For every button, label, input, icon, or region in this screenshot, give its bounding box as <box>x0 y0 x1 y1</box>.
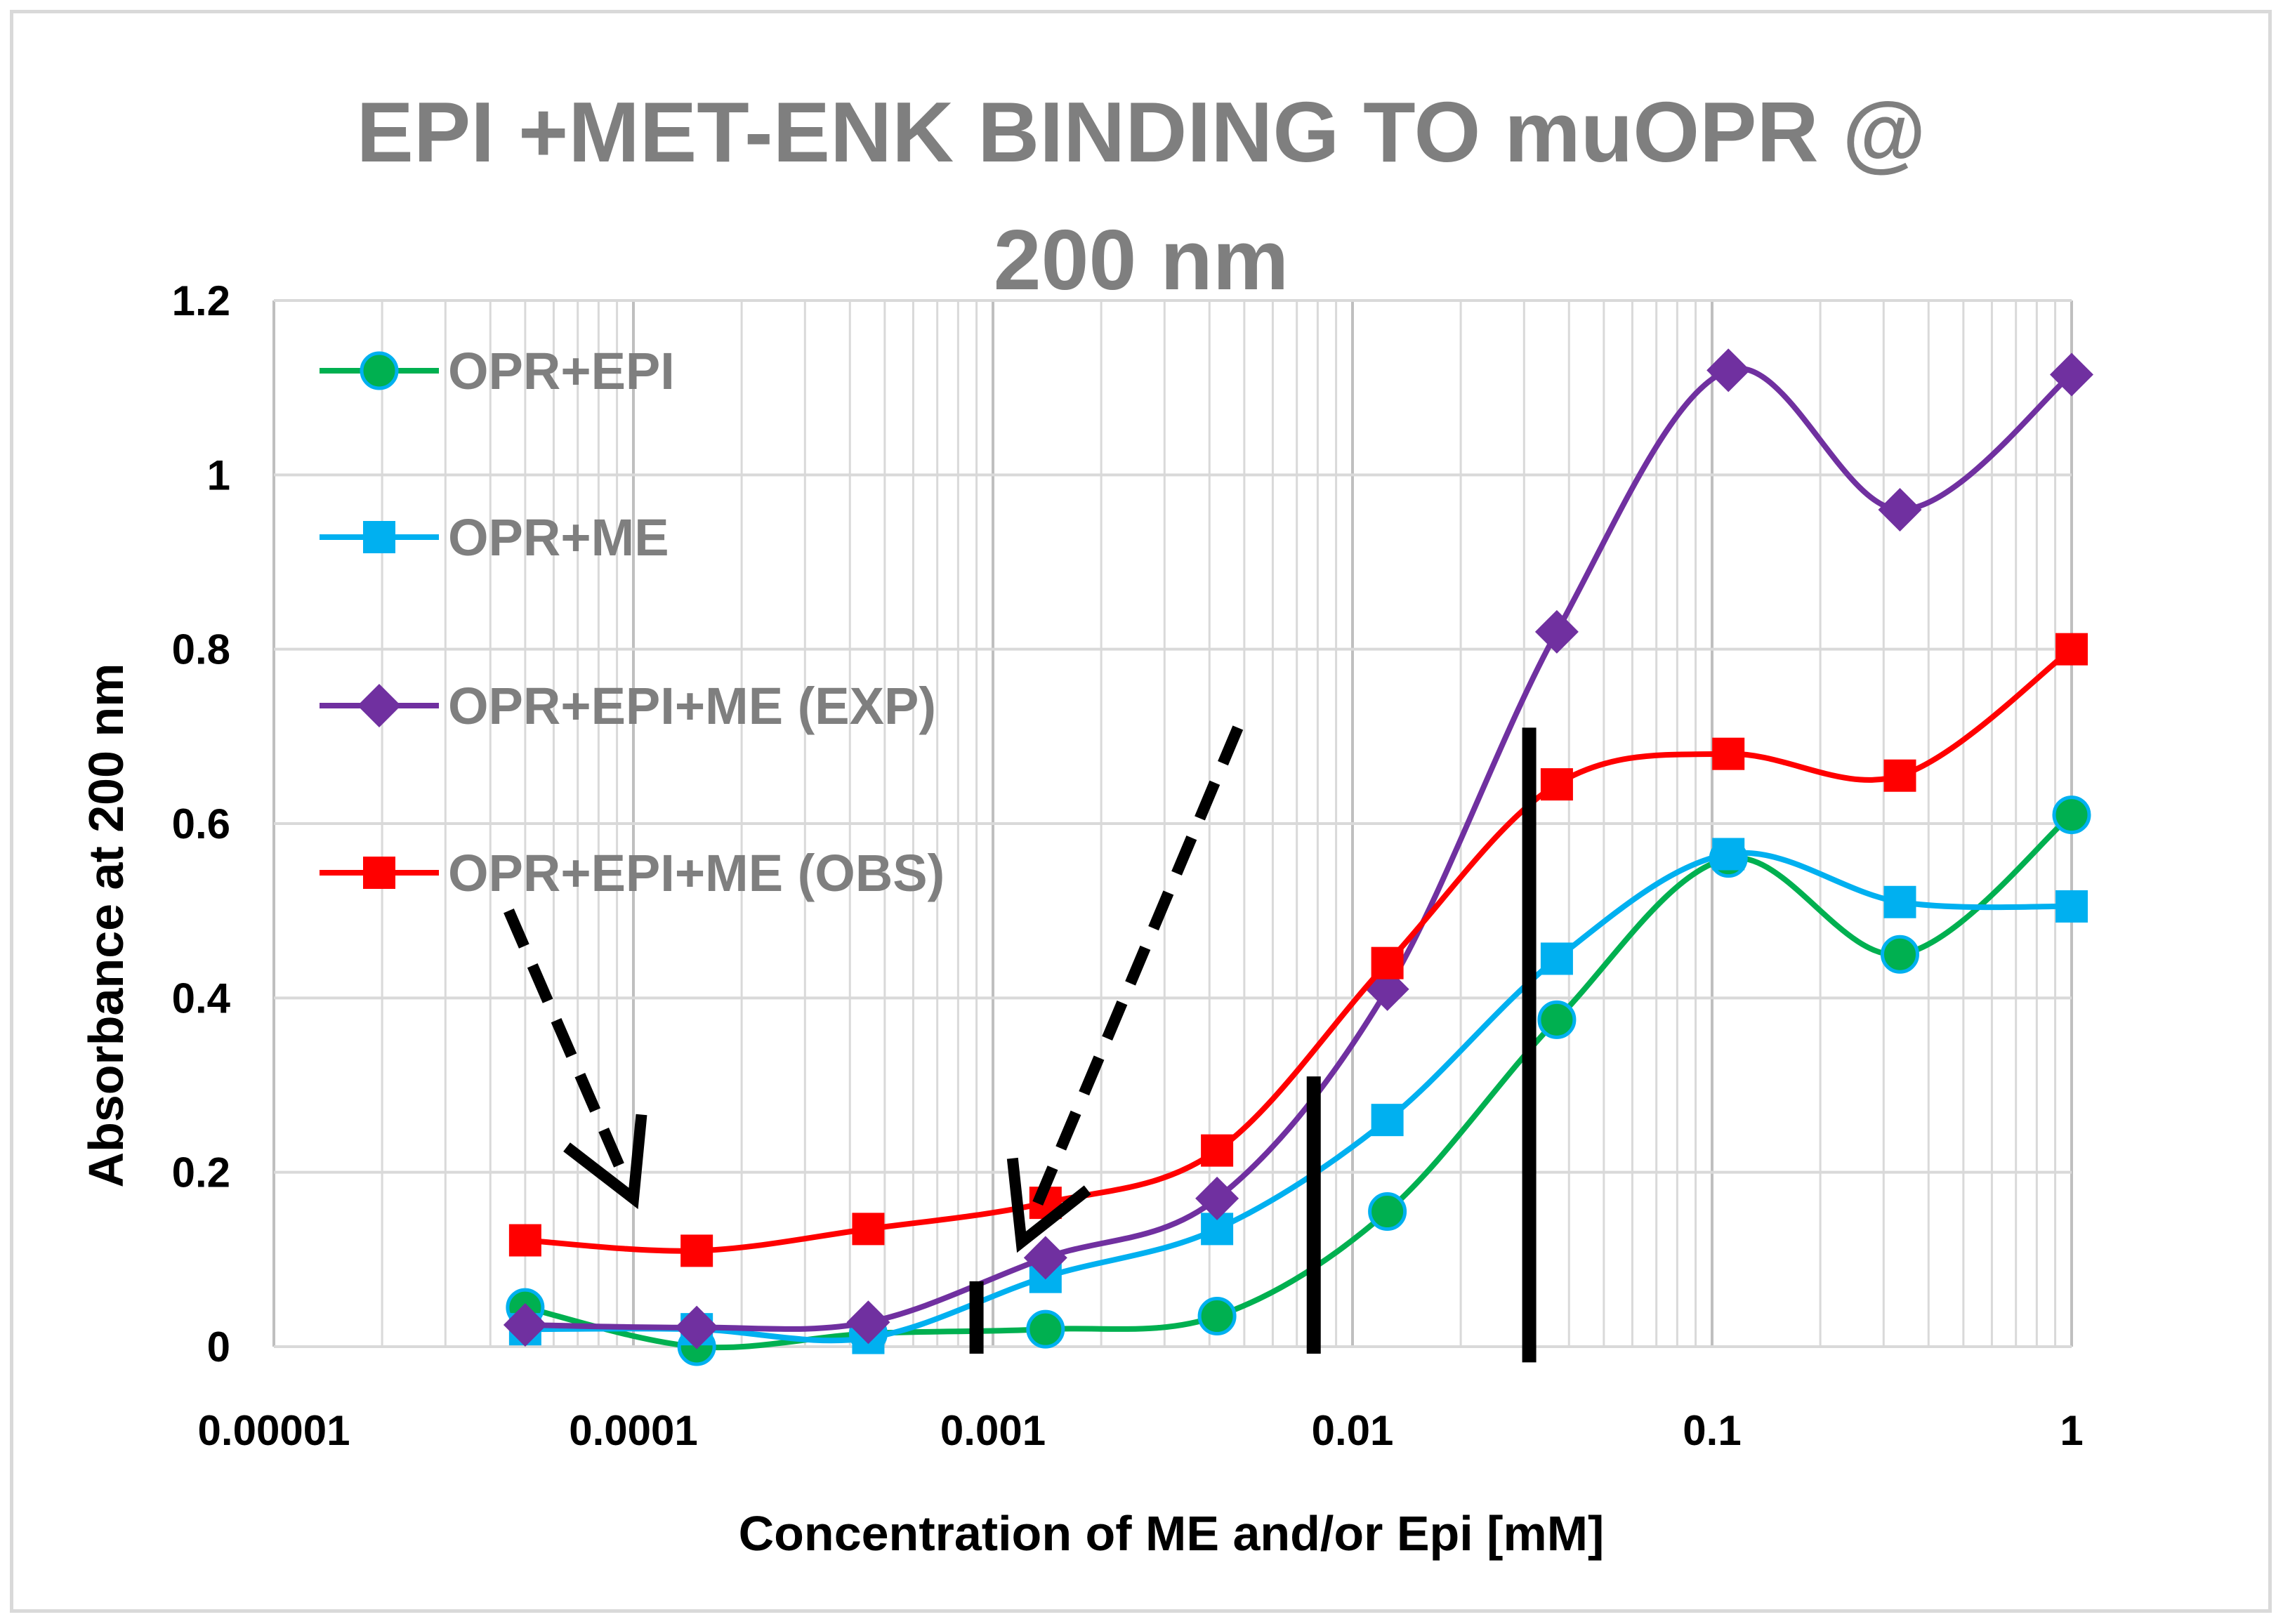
annotation-dashed-arrow <box>1024 725 1244 1225</box>
x-tick-label: 0.01 <box>1312 1407 1394 1454</box>
data-point-opr-epi-me-obs <box>1201 1134 1234 1167</box>
legend-label-opr-epi-me-obs: OPR+EPI+ME (OBS) <box>448 844 945 902</box>
data-point-opr-epi-me-obs <box>508 1224 541 1257</box>
annotation-dashed-arrow <box>504 908 631 1182</box>
annotations <box>504 725 1537 1363</box>
legend-label-opr-epi-me-exp: OPR+EPI+ME (EXP) <box>448 677 936 735</box>
grid <box>272 299 2073 1348</box>
x-tick-label: 0.1 <box>1683 1407 1741 1454</box>
legend-marker-opr-me <box>363 521 395 553</box>
y-tick-label: 0.6 <box>172 800 230 847</box>
data-point-opr-epi-me-obs <box>1712 737 1745 770</box>
data-point-opr-epi <box>1026 1309 1065 1349</box>
x-tick-label: 0.00001 <box>198 1407 350 1454</box>
data-point-opr-epi-me-exp <box>1878 488 1922 532</box>
series-lines <box>503 348 2093 1366</box>
legend-label-opr-me: OPR+ME <box>448 508 669 567</box>
data-point-opr-epi-me-exp <box>503 1302 547 1347</box>
y-tick-label: 0 <box>207 1323 230 1371</box>
y-tick-label: 0.4 <box>172 975 231 1022</box>
legend-marker-opr-epi-me-obs <box>363 857 395 889</box>
legend-label-opr-epi: OPR+EPI <box>448 342 675 400</box>
legend-marker-opr-epi-me-exp <box>357 684 401 727</box>
data-point-opr-epi <box>1537 1000 1577 1039</box>
y-tick-label: 1.2 <box>172 277 230 324</box>
x-axis-label: Concentration of ME and/or Epi [mM] <box>739 1506 1605 1561</box>
x-tick-label: 0.0001 <box>569 1407 698 1454</box>
tick-labels: 0 0.2 0.4 0.6 0.8 1 1.2 0.00001 0.0001 0.001 0.01 0… <box>172 277 2084 1454</box>
data-point-opr-epi-me-obs <box>852 1213 885 1246</box>
y-tick-label: 0.2 <box>172 1149 230 1196</box>
legend: OPR+EPI OPR+ME OPR+EPI+ME (EXP) OPR+EPI+ME … <box>320 342 945 902</box>
series-line-opr-me <box>525 850 2072 1344</box>
data-point-opr-me <box>1540 942 1573 975</box>
data-point-opr-epi-me-exp <box>675 1305 719 1349</box>
y-axis-label: Absorbance at 200 nm <box>79 664 133 1188</box>
data-point-opr-epi <box>1880 935 1919 974</box>
series-line-opr-epi-me-obs <box>525 647 2074 1254</box>
chart-title-line-1: EPI +MET-ENK BINDING TO muOPR @ <box>356 84 1926 180</box>
data-point-opr-me <box>1883 885 1916 918</box>
data-point-opr-epi <box>1197 1297 1237 1336</box>
annotation-arrowhead <box>563 1114 647 1210</box>
data-point-opr-epi-me-obs <box>1540 768 1573 801</box>
data-point-opr-epi-me-exp <box>2050 352 2093 397</box>
y-tick-label: 0.8 <box>172 626 230 673</box>
data-point-opr-epi-me-exp <box>846 1300 890 1345</box>
data-point-opr-me <box>1371 1104 1404 1137</box>
data-point-opr-epi-me-exp <box>1195 1176 1239 1220</box>
data-point-opr-epi <box>2052 796 2091 835</box>
data-point-opr-epi <box>1368 1192 1407 1232</box>
annotation-arrowhead <box>1006 1157 1091 1253</box>
y-tick-label: 1 <box>207 451 230 499</box>
data-point-opr-epi-me-obs <box>680 1234 713 1267</box>
data-point-opr-epi-me-exp <box>1534 609 1579 654</box>
data-point-opr-epi-me-exp <box>1023 1236 1067 1280</box>
legend-marker-opr-epi <box>360 351 399 390</box>
data-point-opr-epi-me-obs <box>2055 633 2088 666</box>
x-tick-label: 1 <box>2060 1407 2083 1454</box>
data-point-opr-epi-me-obs <box>1883 759 1916 792</box>
data-point-opr-me <box>1712 838 1745 871</box>
data-point-opr-epi-me-obs <box>1371 946 1404 979</box>
data-point-opr-epi-me-exp <box>1706 348 1751 392</box>
data-point-opr-me <box>2055 890 2088 923</box>
chart-title-line-2: 200 nm <box>994 212 1289 308</box>
x-tick-label: 0.001 <box>940 1407 1046 1454</box>
